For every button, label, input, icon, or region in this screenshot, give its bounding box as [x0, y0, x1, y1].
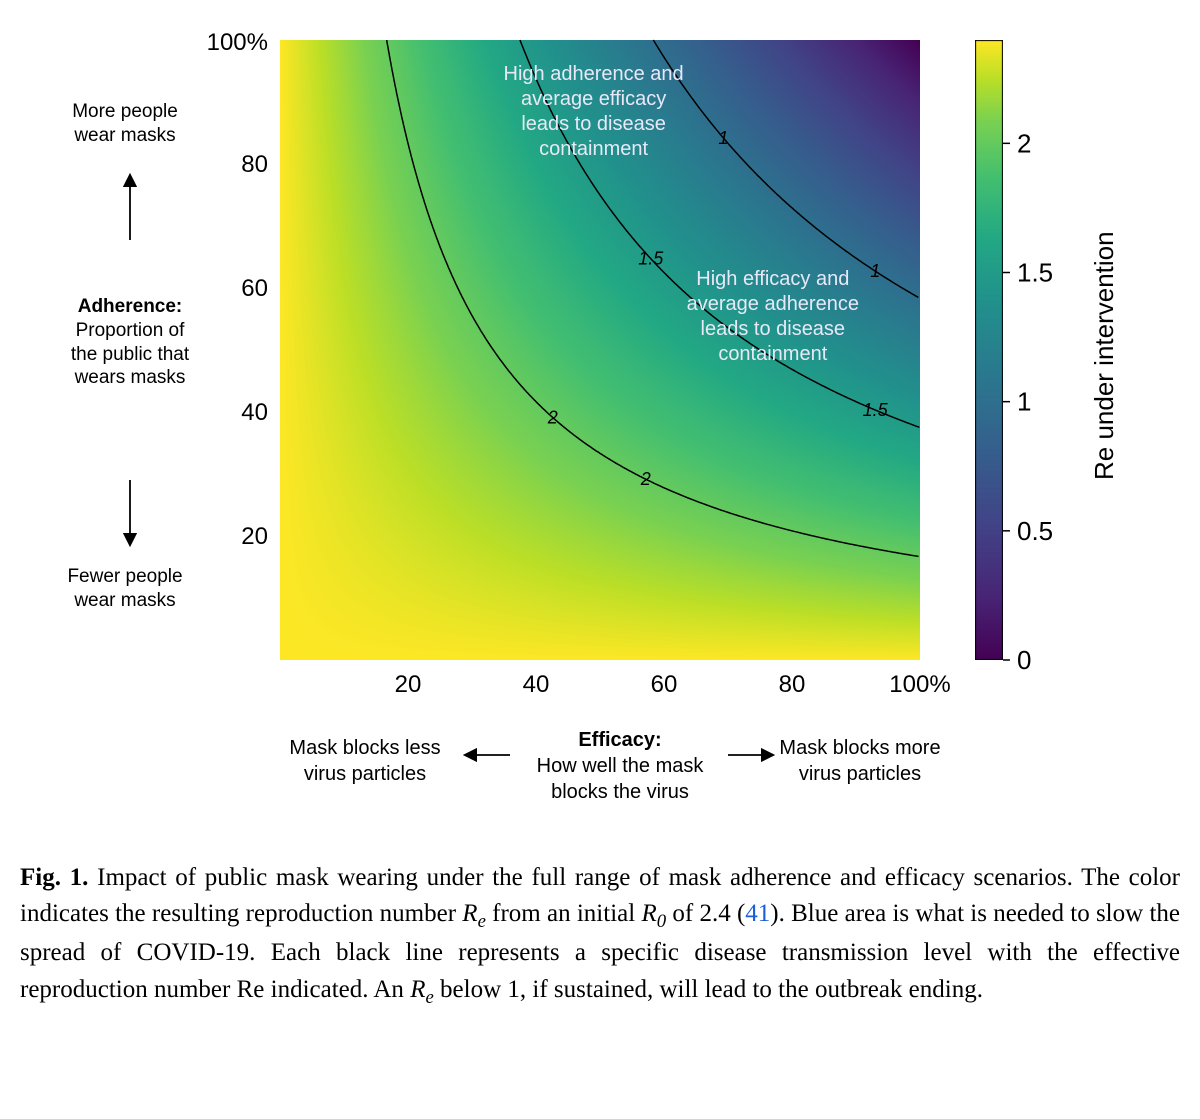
x-axis-title-rest: How well the maskblocks the virus	[537, 755, 704, 803]
x-left-hint: Mask blocks lessvirus particles	[265, 735, 465, 787]
cap-Re2-sub: e	[425, 987, 433, 1008]
y-axis-title-rest: Proportion ofthe public thatwears masks	[71, 320, 189, 389]
cap-cite: 41	[745, 900, 770, 927]
figure-caption: Fig. 1. Impact of public mask wearing un…	[20, 860, 1180, 1011]
cap-R0-sub: 0	[657, 911, 666, 932]
chart-area: 20406080100%20406080100%111.51.52200.511…	[20, 20, 1180, 840]
cap-b3: of 2.4 (	[666, 900, 745, 927]
y-axis-title: Adherence: Proportion ofthe public thatw…	[50, 295, 210, 390]
svg-text:1.5: 1.5	[1017, 258, 1053, 288]
svg-text:1: 1	[1017, 387, 1031, 417]
cap-Re-sub: e	[478, 911, 486, 932]
svg-text:2: 2	[1017, 128, 1031, 158]
figure-container: 20406080100%20406080100%111.51.52200.511…	[20, 20, 1180, 1011]
annotation-high-adherence: High adherence andaverage efficacyleads …	[484, 62, 704, 162]
svg-text:20: 20	[395, 671, 422, 698]
svg-text:40: 40	[241, 399, 268, 426]
svg-text:80: 80	[241, 151, 268, 178]
svg-text:20: 20	[241, 523, 268, 550]
colorbar	[975, 40, 1003, 660]
x-axis-title: Efficacy: How well the maskblocks the vi…	[515, 727, 725, 805]
annotation-high-efficacy: High efficacy andaverage adherenceleads …	[663, 267, 883, 367]
cap-Re: R	[462, 900, 477, 927]
svg-text:100%: 100%	[207, 29, 268, 56]
svg-text:0.5: 0.5	[1017, 516, 1053, 546]
y-lower-hint: Fewer peoplewear masks	[50, 565, 200, 613]
y-axis-title-bold: Adherence:	[78, 296, 183, 317]
y-upper-hint: More peoplewear masks	[50, 100, 200, 148]
cap-b2: from an initial	[486, 900, 642, 927]
svg-text:100%: 100%	[889, 671, 950, 698]
x-axis-title-bold: Efficacy:	[578, 729, 661, 751]
cap-R0: R	[641, 900, 656, 927]
cap-Re2: R	[410, 976, 425, 1003]
svg-text:0: 0	[1017, 645, 1031, 675]
svg-text:60: 60	[651, 671, 678, 698]
colorbar-gradient	[975, 40, 1003, 660]
svg-text:40: 40	[523, 671, 550, 698]
x-right-hint: Mask blocks morevirus particles	[760, 735, 960, 787]
caption-prefix: Fig. 1.	[20, 864, 88, 891]
colorbar-label: Re under intervention	[1089, 220, 1120, 480]
cap-b5: below 1, if sustained, will lead to the …	[434, 976, 983, 1003]
svg-text:60: 60	[241, 275, 268, 302]
svg-text:80: 80	[779, 671, 806, 698]
